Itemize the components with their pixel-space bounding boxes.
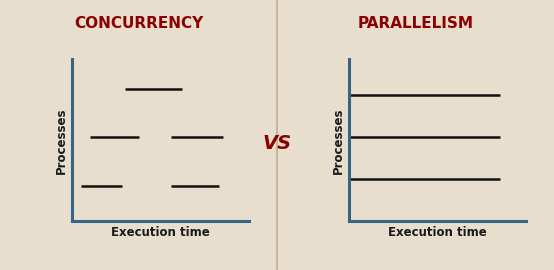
X-axis label: Execution time: Execution time: [111, 225, 210, 239]
Text: VS: VS: [263, 134, 291, 153]
Y-axis label: Processes: Processes: [332, 107, 345, 174]
Text: CONCURRENCY: CONCURRENCY: [74, 16, 203, 31]
X-axis label: Execution time: Execution time: [388, 225, 487, 239]
Y-axis label: Processes: Processes: [55, 107, 68, 174]
Text: PARALLELISM: PARALLELISM: [357, 16, 474, 31]
